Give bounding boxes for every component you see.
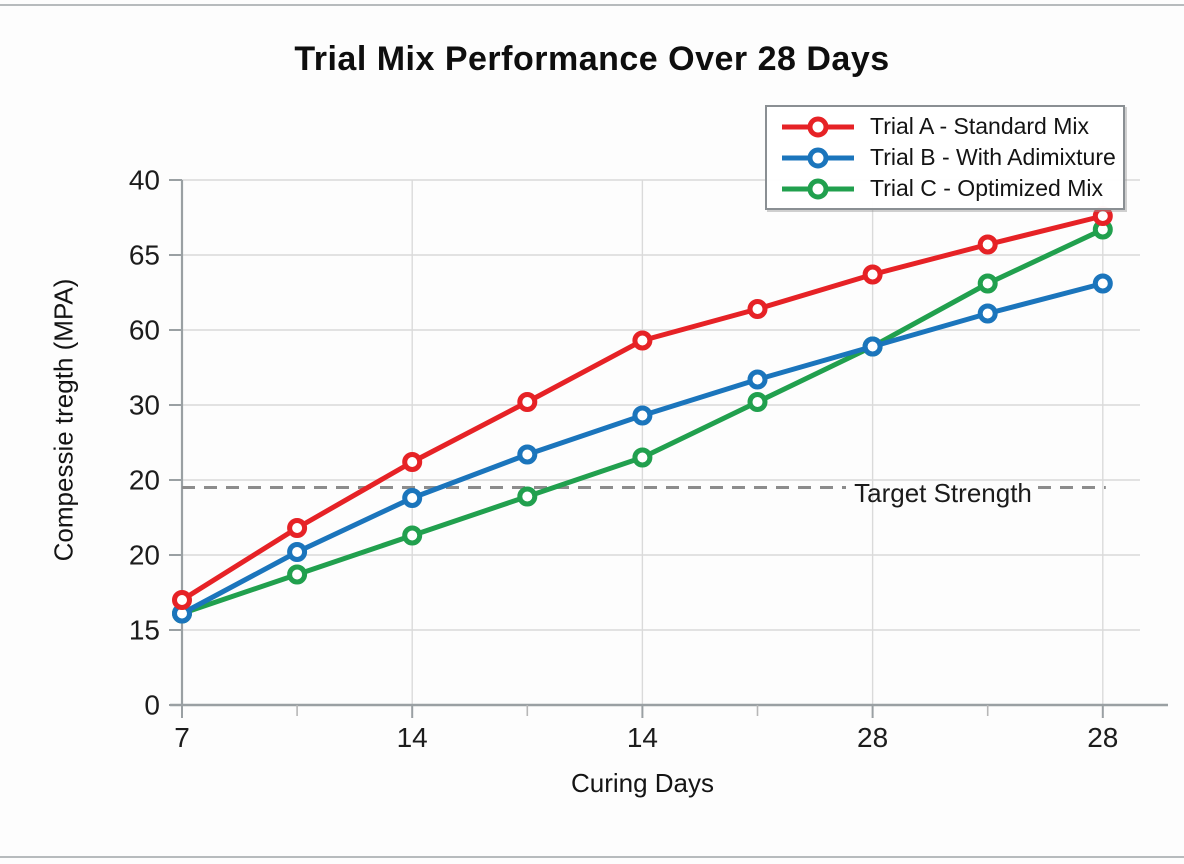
y-tick-label: 60: [129, 315, 160, 346]
page-top-rule: [0, 4, 1184, 6]
data-point-marker: [287, 542, 308, 562]
legend-marker-icon: [807, 147, 829, 168]
y-tick-label: 30: [129, 390, 160, 421]
data-point-marker: [402, 525, 423, 546]
data-point-marker: [747, 299, 768, 319]
data-point-marker: [632, 405, 653, 426]
y-tick-label: 20: [129, 540, 160, 571]
x-tick-label: 14: [397, 722, 428, 753]
legend-item-trial-c: Trial C - Optimized Mix: [779, 175, 1117, 202]
x-tick-label: 14: [627, 722, 658, 753]
target-strength-label: Target Strength: [854, 478, 1032, 508]
data-point-marker: [172, 590, 192, 610]
data-point-marker: [517, 486, 538, 507]
data-point-marker: [977, 234, 998, 255]
legend-swatch-trial-b: [782, 147, 854, 168]
page-bottom-rule: [0, 856, 1184, 858]
x-tick-label: 28: [857, 722, 888, 753]
data-point-marker: [1092, 206, 1113, 226]
data-point-marker: [977, 273, 998, 294]
x-tick-label: 7: [174, 722, 190, 753]
legend-swatch-trial-c: [782, 178, 854, 199]
legend-box: Trial A - Standard Mix Trial B - With Ad…: [765, 105, 1125, 210]
x-tick-label: 28: [1087, 722, 1118, 753]
legend-label-trial-b: Trial B - With Adimixture: [870, 144, 1116, 170]
data-point-marker: [402, 488, 423, 508]
x-axis-title: Curing Days: [570, 768, 715, 798]
legend-swatch-trial-a: [782, 116, 854, 137]
data-point-marker: [517, 392, 538, 412]
data-point-marker: [1092, 273, 1113, 294]
legend-marker-icon: [807, 178, 829, 199]
data-point-marker: [632, 447, 653, 468]
y-tick-label: 15: [129, 615, 160, 646]
y-tick-label: 40: [129, 165, 160, 196]
legend-item-trial-a: Trial A - Standard Mix: [779, 113, 1117, 140]
chart-title: Trial Mix Performance Over 28 Days: [294, 40, 890, 78]
legend-item-trial-b: Trial B - With Adimixture: [779, 144, 1117, 171]
legend-marker-icon: [807, 116, 829, 137]
y-tick-label: 0: [144, 690, 160, 721]
legend-label-trial-a: Trial A - Standard Mix: [870, 113, 1090, 139]
data-point-marker: [977, 303, 998, 324]
y-tick-label: 20: [129, 465, 160, 496]
data-point-marker: [747, 392, 768, 412]
y-tick-label: 65: [129, 240, 160, 271]
data-point-marker: [517, 444, 538, 465]
data-point-marker: [287, 518, 308, 538]
data-point-marker: [632, 330, 653, 351]
data-point-marker: [862, 336, 883, 357]
legend-label-trial-c: Trial C - Optimized Mix: [870, 175, 1103, 201]
data-point-marker: [862, 264, 883, 285]
data-point-marker: [287, 564, 308, 585]
data-point-marker: [402, 452, 423, 472]
data-point-marker: [747, 369, 768, 390]
